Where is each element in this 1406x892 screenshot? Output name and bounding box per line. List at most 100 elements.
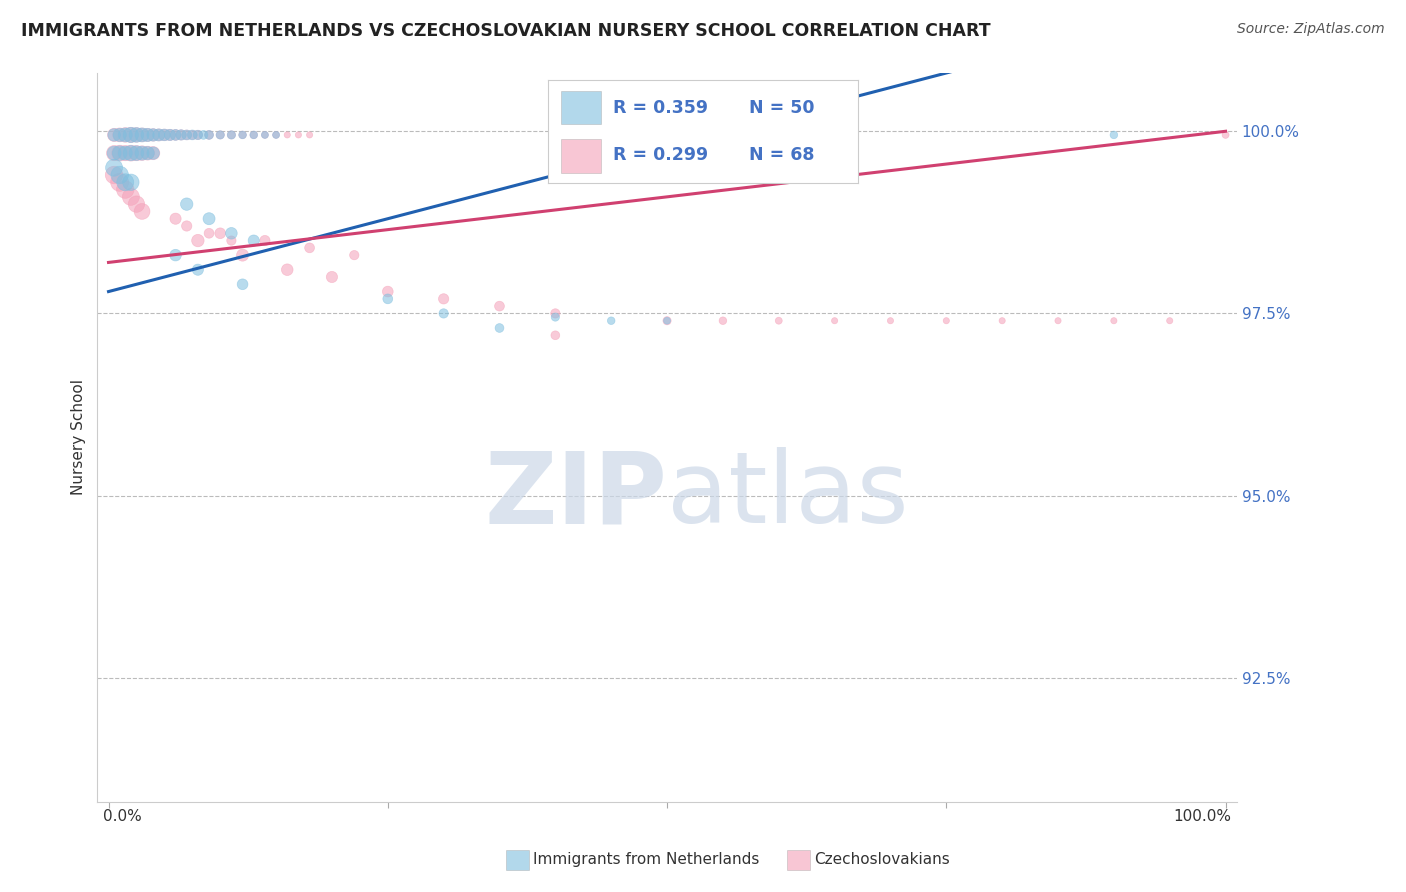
Point: [276, 262, 298, 277]
Point: [176, 219, 198, 233]
Bar: [561, 139, 600, 173]
Point: [321, 270, 343, 285]
Point: [114, 146, 136, 161]
Point: [142, 128, 165, 142]
Point: [711, 314, 734, 328]
Point: [181, 128, 204, 142]
Point: [114, 146, 136, 161]
Point: [1215, 128, 1237, 142]
Point: [114, 128, 136, 142]
Point: [298, 241, 321, 255]
Point: [108, 128, 131, 142]
Point: [187, 128, 209, 142]
Point: [187, 234, 209, 248]
Point: [242, 128, 264, 142]
Point: [198, 128, 221, 142]
Point: [433, 292, 456, 306]
Point: [125, 146, 148, 161]
Point: [120, 128, 142, 142]
Point: [1102, 314, 1125, 328]
Point: [253, 128, 276, 142]
Point: [600, 314, 623, 328]
Text: Czechoslovakians: Czechoslovakians: [814, 853, 950, 867]
Point: [264, 128, 287, 142]
Bar: [561, 91, 600, 124]
Point: [1159, 314, 1181, 328]
Point: [176, 128, 198, 142]
Point: [103, 128, 125, 142]
Point: [136, 146, 159, 161]
Point: [165, 128, 187, 142]
Point: [159, 128, 181, 142]
Point: [433, 306, 456, 320]
Point: [131, 128, 153, 142]
Y-axis label: Nursery School: Nursery School: [72, 379, 86, 495]
Text: Immigrants from Netherlands: Immigrants from Netherlands: [533, 853, 759, 867]
Point: [142, 128, 165, 142]
Point: [209, 128, 232, 142]
Point: [131, 128, 153, 142]
Point: [198, 211, 221, 226]
Point: [108, 168, 131, 182]
Point: [153, 128, 176, 142]
Point: [276, 128, 298, 142]
Point: [544, 306, 567, 320]
Point: [136, 128, 159, 142]
Text: Source: ZipAtlas.com: Source: ZipAtlas.com: [1237, 22, 1385, 37]
Point: [108, 146, 131, 161]
Point: [221, 234, 243, 248]
Point: [114, 128, 136, 142]
Point: [232, 128, 254, 142]
Point: [131, 146, 153, 161]
Point: [221, 128, 243, 142]
Point: [125, 197, 148, 211]
Point: [103, 168, 125, 182]
Point: [142, 146, 165, 161]
Point: [103, 128, 125, 142]
Point: [120, 146, 142, 161]
Point: [136, 128, 159, 142]
Point: [193, 128, 215, 142]
Point: [287, 128, 309, 142]
Point: [108, 175, 131, 189]
Point: [136, 146, 159, 161]
Point: [991, 314, 1014, 328]
Point: [120, 128, 142, 142]
Point: [544, 328, 567, 343]
Point: [221, 227, 243, 241]
Point: [198, 128, 221, 142]
Text: 0.0%: 0.0%: [103, 809, 142, 824]
Point: [125, 146, 148, 161]
Point: [209, 227, 232, 241]
Point: [253, 128, 276, 142]
Point: [544, 310, 567, 324]
Point: [187, 262, 209, 277]
Point: [108, 128, 131, 142]
Point: [165, 128, 187, 142]
Point: [131, 204, 153, 219]
Point: [343, 248, 366, 262]
Point: [120, 190, 142, 204]
Point: [159, 128, 181, 142]
Text: R = 0.359: R = 0.359: [613, 99, 709, 117]
Point: [176, 197, 198, 211]
Point: [377, 292, 399, 306]
Point: [935, 314, 957, 328]
Point: [232, 248, 254, 262]
Point: [209, 128, 232, 142]
Point: [153, 128, 176, 142]
Point: [170, 128, 193, 142]
Point: [181, 128, 204, 142]
Point: [1047, 314, 1070, 328]
Point: [1102, 128, 1125, 142]
Point: [768, 314, 790, 328]
Point: [264, 128, 287, 142]
Text: atlas: atlas: [666, 447, 908, 544]
Text: ZIP: ZIP: [484, 447, 666, 544]
Point: [170, 128, 193, 142]
Point: [253, 234, 276, 248]
Point: [232, 277, 254, 292]
Point: [655, 314, 678, 328]
Point: [221, 128, 243, 142]
Point: [242, 234, 264, 248]
